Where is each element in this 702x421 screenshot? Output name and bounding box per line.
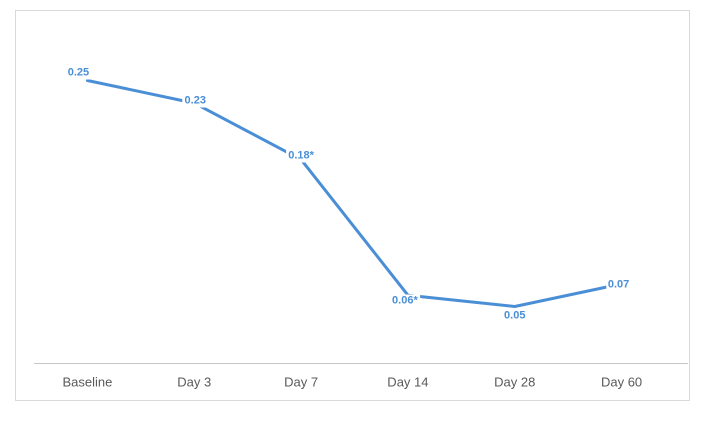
data-label: 0.23 [182, 94, 208, 108]
data-label: 0.18* [286, 149, 316, 163]
x-axis-label: Day 60 [600, 374, 643, 390]
chart-canvas [34, 79, 688, 364]
x-axis-label: Day 14 [387, 374, 429, 390]
series-line [85, 79, 624, 308]
x-axis-label: Day 3 [177, 374, 212, 390]
data-label: 0.05 [502, 309, 528, 322]
x-axis-label: Day 28 [494, 374, 536, 390]
data-label: 0.06* [390, 294, 420, 308]
x-axis-label: Baseline [62, 374, 113, 390]
line-chart: 0.25 0.23 0.18* 0.06* 0.05 0.07 Baseline Day 3… [15, 10, 690, 401]
data-label: 0.25 [65, 66, 92, 79]
x-axis-label: Day 7 [284, 374, 319, 390]
data-label: 0.07 [605, 278, 632, 292]
